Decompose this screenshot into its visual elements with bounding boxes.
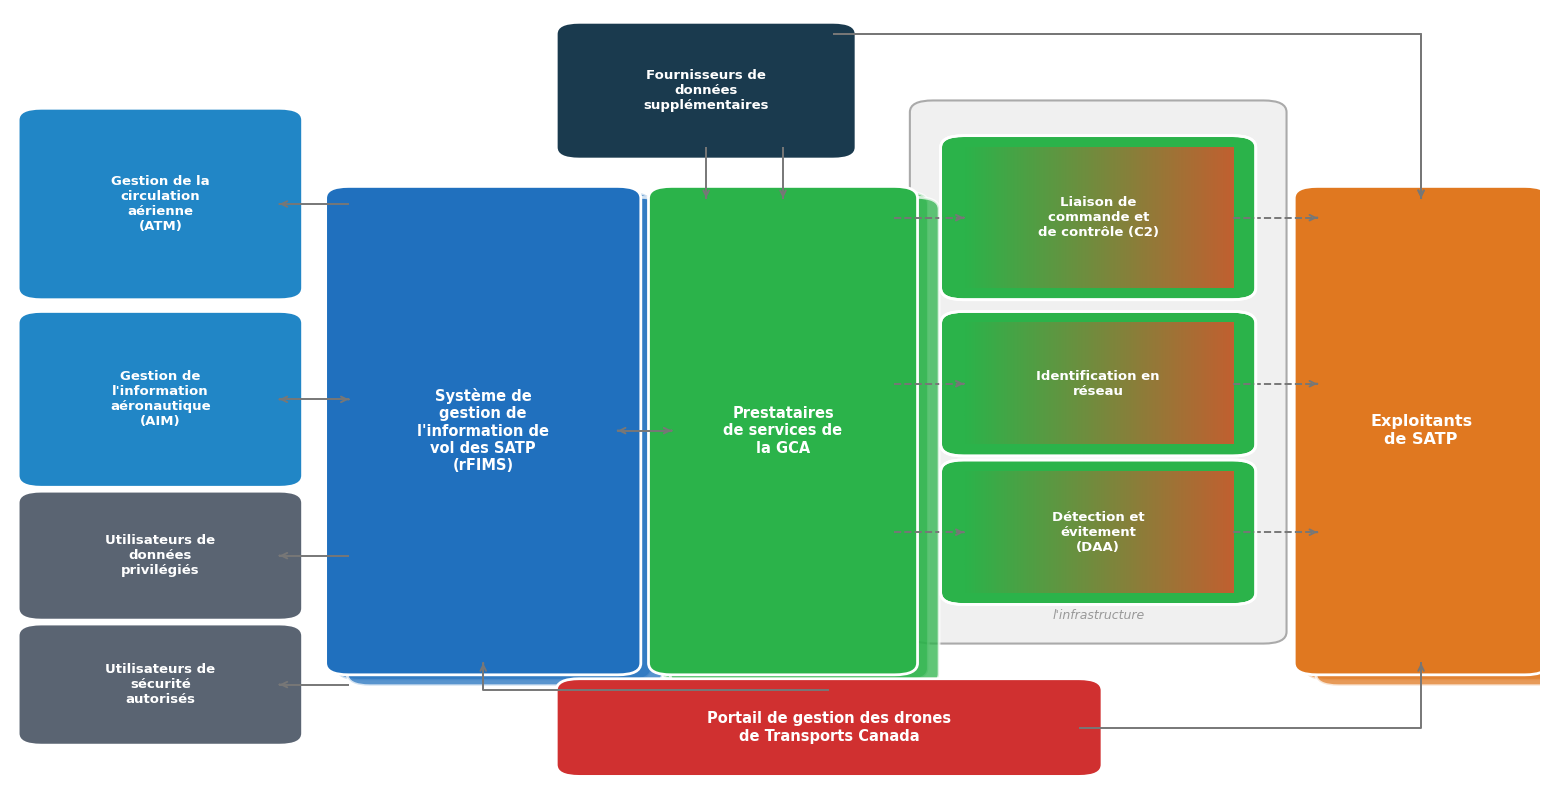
Text: Exploitants
de SATP: Exploitants de SATP xyxy=(1370,415,1472,447)
Text: Détection et
évitement
(DAA): Détection et évitement (DAA) xyxy=(1052,511,1145,554)
FancyBboxPatch shape xyxy=(941,460,1256,604)
FancyBboxPatch shape xyxy=(19,312,302,487)
FancyBboxPatch shape xyxy=(670,198,940,685)
FancyBboxPatch shape xyxy=(347,198,662,685)
Text: Prestataires
de services de
la GCA: Prestataires de services de la GCA xyxy=(724,406,842,456)
FancyBboxPatch shape xyxy=(557,678,1102,777)
Text: Identification en
réseau: Identification en réseau xyxy=(1037,370,1160,397)
FancyBboxPatch shape xyxy=(336,192,651,680)
Text: Fournisseurs de
données
supplémentaires: Fournisseurs de données supplémentaires xyxy=(643,69,768,113)
FancyBboxPatch shape xyxy=(1295,187,1543,674)
Text: Utilisateurs de
sécurité
autorisés: Utilisateurs de sécurité autorisés xyxy=(105,663,216,706)
FancyBboxPatch shape xyxy=(910,101,1287,644)
FancyBboxPatch shape xyxy=(659,192,929,680)
Text: Liaison de
commande et
de contrôle (C2): Liaison de commande et de contrôle (C2) xyxy=(1038,196,1159,239)
Text: Fournisseurs de
l'infrastructure: Fournisseurs de l'infrastructure xyxy=(1049,594,1148,623)
FancyBboxPatch shape xyxy=(1305,192,1543,680)
FancyBboxPatch shape xyxy=(1316,198,1543,685)
FancyBboxPatch shape xyxy=(19,491,302,620)
Text: Gestion de la
circulation
aérienne
(ATM): Gestion de la circulation aérienne (ATM) xyxy=(111,175,210,233)
FancyBboxPatch shape xyxy=(19,109,302,300)
FancyBboxPatch shape xyxy=(941,135,1256,300)
Text: Gestion de
l'information
aéronautique
(AIM): Gestion de l'information aéronautique (A… xyxy=(110,371,211,428)
FancyBboxPatch shape xyxy=(557,22,856,159)
FancyBboxPatch shape xyxy=(648,187,918,674)
FancyBboxPatch shape xyxy=(19,624,302,745)
Text: Portail de gestion des drones
de Transports Canada: Portail de gestion des drones de Transpo… xyxy=(707,711,950,744)
FancyBboxPatch shape xyxy=(326,187,640,674)
FancyBboxPatch shape xyxy=(941,312,1256,456)
Text: Utilisateurs de
données
privilégiés: Utilisateurs de données privilégiés xyxy=(105,534,216,577)
Text: Système de
gestion de
l'information de
vol des SATP
(rFIMS): Système de gestion de l'information de v… xyxy=(417,388,549,474)
